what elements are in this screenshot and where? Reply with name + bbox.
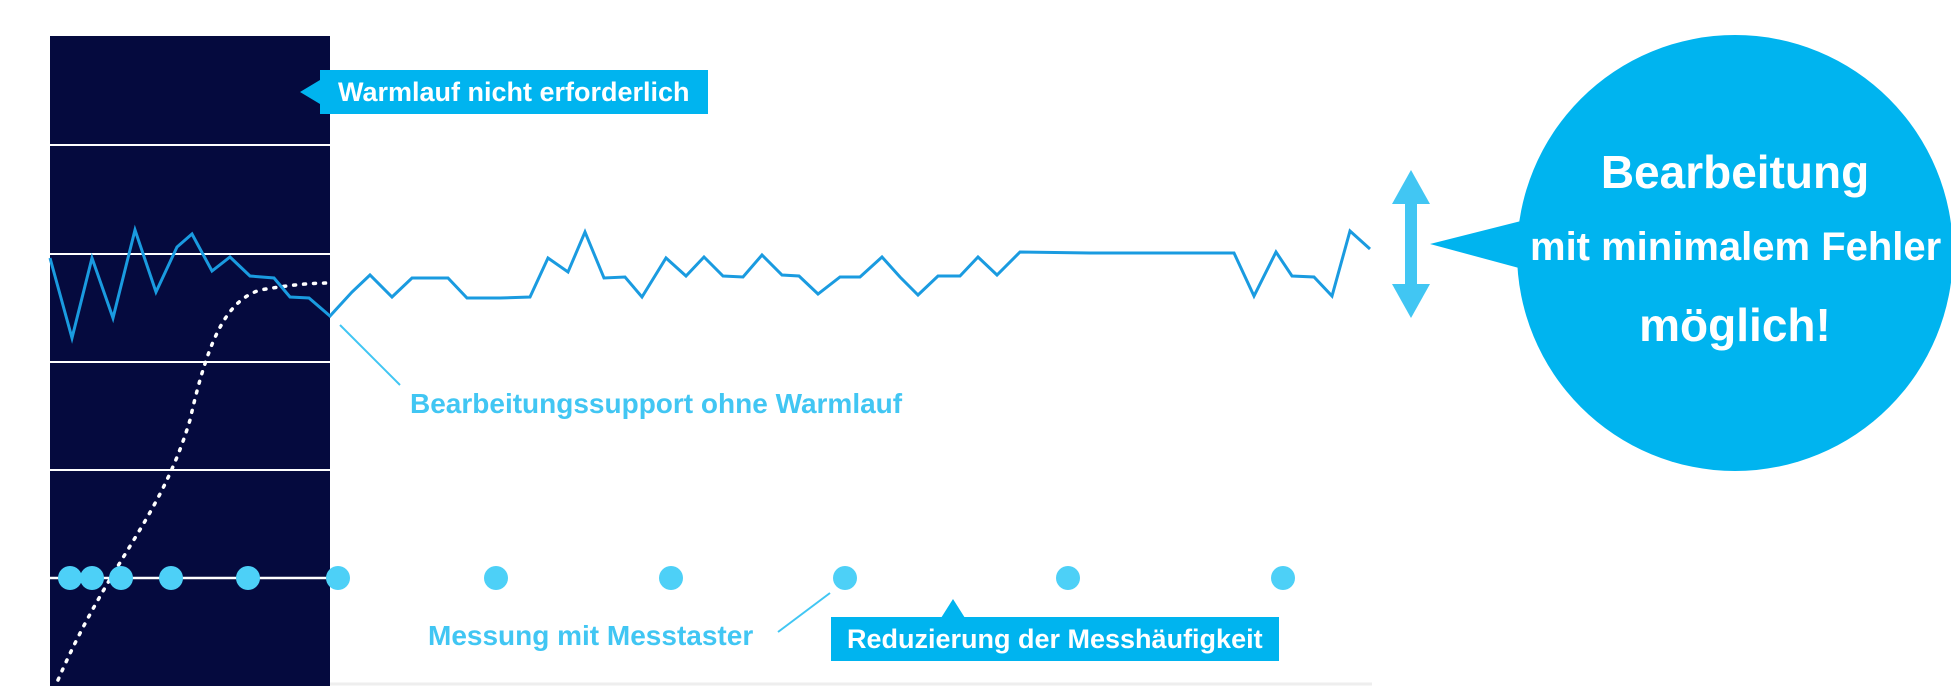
measurement-dots xyxy=(58,566,1295,590)
bubble-line-1: Bearbeitung xyxy=(1600,146,1870,198)
measurement-dot xyxy=(1056,566,1080,590)
reduced-frequency-tag: Reduzierung der Messhäufigkeit xyxy=(831,617,1279,661)
panel-gridlines xyxy=(50,144,330,579)
double-arrow-icon xyxy=(1392,170,1430,318)
result-speech-bubble xyxy=(1430,35,1951,471)
frequency-tag-pointer xyxy=(941,599,965,618)
error-line xyxy=(48,224,1372,344)
reduced-frequency-label: Reduzierung der Messhäufigkeit xyxy=(847,624,1263,654)
warmup-tag-pointer xyxy=(300,80,320,104)
support-without-warmup-label: Bearbeitungssupport ohne Warmlauf xyxy=(410,388,903,419)
measurement-dot xyxy=(159,566,183,590)
measurement-dot xyxy=(659,566,683,590)
measurement-dot xyxy=(484,566,508,590)
bubble-line-2: mit minimalem Fehler xyxy=(1530,225,1942,269)
warmup-not-required-label: Warmlauf nicht erforderlich xyxy=(338,77,690,107)
measurement-dot xyxy=(326,566,350,590)
support-leader xyxy=(339,324,401,386)
measurement-dot xyxy=(58,566,82,590)
measurement-leader xyxy=(777,592,831,633)
measurement-probe-label: Messung mit Messtaster xyxy=(428,620,754,651)
bubble-line-3: möglich! xyxy=(1639,299,1831,351)
measurement-dot xyxy=(236,566,260,590)
measurement-dot xyxy=(109,566,133,590)
measurement-dot xyxy=(80,566,104,590)
measurement-dot xyxy=(833,566,857,590)
measurement-dot xyxy=(1271,566,1295,590)
warmup-not-required-tag: Warmlauf nicht erforderlich xyxy=(320,70,708,114)
